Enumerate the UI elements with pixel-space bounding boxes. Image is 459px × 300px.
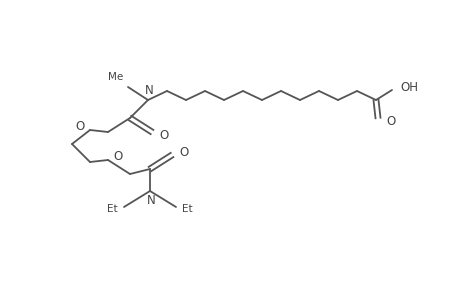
Text: O: O <box>159 128 168 142</box>
Text: N: N <box>144 84 153 97</box>
Text: Et: Et <box>182 204 192 214</box>
Text: O: O <box>179 146 188 158</box>
Text: Et: Et <box>107 204 118 214</box>
Text: N: N <box>146 194 155 207</box>
Text: Me: Me <box>107 72 123 82</box>
Text: O: O <box>113 149 122 163</box>
Text: O: O <box>385 115 394 128</box>
Text: O: O <box>76 119 85 133</box>
Text: OH: OH <box>399 80 417 94</box>
